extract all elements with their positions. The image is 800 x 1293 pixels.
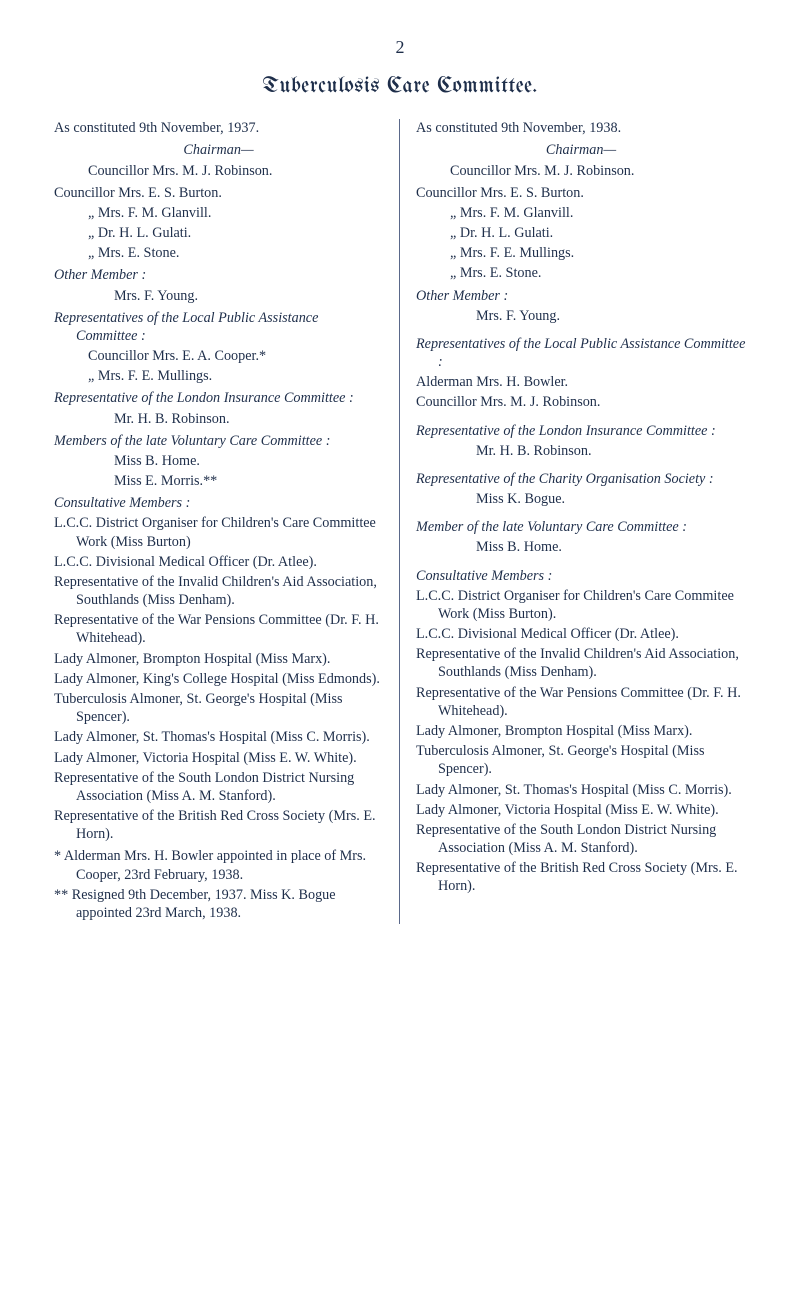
column-right: As constituted 9th November, 1938. Chair… [400,119,746,924]
right-rep-charity-member: Miss K. Bogue. [416,490,746,508]
left-footnote-1: ** Resigned 9th December, 1937. Miss K. … [54,886,383,922]
left-footnote-0: * Alderman Mrs. H. Bowler appointed in p… [54,847,383,883]
right-rep-london-label: Representative of the London Insurance C… [416,422,746,440]
right-consultative-5: Tuberculosis Almoner, St. George's Hospi… [416,742,746,778]
columns-wrapper: As constituted 9th November, 1937. Chair… [54,119,746,924]
right-chairman-label: Chairman— [416,141,746,159]
right-consultative-3: Representative of the War Pensions Commi… [416,684,746,720]
left-consultative-4: Lady Almoner, Brompton Hospital (Miss Ma… [54,650,383,668]
left-councillor-1: „ Mrs. F. M. Glanvill. [54,204,383,222]
left-councillor-0: Councillor Mrs. E. S. Burton. [54,184,383,202]
left-other-member: Mrs. F. Young. [54,287,383,305]
right-consultative-2: Representative of the Invalid Children's… [416,645,746,681]
right-consultative-0: L.C.C. District Organiser for Children's… [416,587,746,623]
page-title: Tuberculosis Care Committee. [54,73,746,101]
right-consultative-8: Representative of the South London Distr… [416,821,746,857]
right-reps-local-0: Alderman Mrs. H. Bowler. [416,373,746,391]
left-reps-local-1: „ Mrs. F. E. Mullings. [54,367,383,385]
left-rep-london-member: Mr. H. B. Robinson. [54,410,383,428]
left-consultative-5: Lady Almoner, King's College Hospital (M… [54,670,383,688]
right-member-late-label: Member of the late Voluntary Care Commit… [416,518,746,536]
right-consultative-1: L.C.C. Divisional Medical Officer (Dr. A… [416,625,746,643]
left-consultative-8: Lady Almoner, Victoria Hospital (Miss E.… [54,749,383,767]
left-councillor-2: „ Dr. H. L. Gulati. [54,224,383,242]
left-consultative-6: Tuberculosis Almoner, St. George's Hospi… [54,690,383,726]
right-councillor-1: „ Mrs. F. M. Glanvill. [416,204,746,222]
right-other-member-label: Other Member : [416,287,746,305]
left-members-late-1: Miss E. Morris.** [54,472,383,490]
right-chairman: Councillor Mrs. M. J. Robinson. [416,162,746,180]
right-councillor-2: „ Dr. H. L. Gulati. [416,224,746,242]
right-reps-local-label: Representatives of the Local Public Assi… [416,335,746,371]
right-reps-local-1: Councillor Mrs. M. J. Robinson. [416,393,746,411]
left-consultative-3: Representative of the War Pensions Commi… [54,611,383,647]
column-left: As constituted 9th November, 1937. Chair… [54,119,400,924]
left-reps-local-label: Representatives of the Local Public Assi… [54,309,383,345]
left-members-late-label: Members of the late Voluntary Care Commi… [54,432,383,450]
left-councillor-3: „ Mrs. E. Stone. [54,244,383,262]
page-number: 2 [54,36,746,59]
left-consultative-2: Representative of the Invalid Children's… [54,573,383,609]
right-councillor-3: „ Mrs. F. E. Mullings. [416,244,746,262]
right-consultative-4: Lady Almoner, Brompton Hospital (Miss Ma… [416,722,746,740]
right-constituted: As constituted 9th November, 1938. [416,119,746,137]
left-chairman-label: Chairman— [54,141,383,159]
right-rep-london-member: Mr. H. B. Robinson. [416,442,746,460]
right-consultative-7: Lady Almoner, Victoria Hospital (Miss E.… [416,801,746,819]
left-consultative-7: Lady Almoner, St. Thomas's Hospital (Mis… [54,728,383,746]
left-reps-local-0: Councillor Mrs. E. A. Cooper.* [54,347,383,365]
left-constituted: As constituted 9th November, 1937. [54,119,383,137]
left-consultative-10: Representative of the British Red Cross … [54,807,383,843]
left-consultative-0: L.C.C. District Organiser for Children's… [54,514,383,550]
left-consultative-9: Representative of the South London Distr… [54,769,383,805]
right-consultative-6: Lady Almoner, St. Thomas's Hospital (Mis… [416,781,746,799]
left-rep-london-label: Representative of the London Insurance C… [54,389,383,407]
left-other-member-label: Other Member : [54,266,383,284]
left-consultative-1: L.C.C. Divisional Medical Officer (Dr. A… [54,553,383,571]
right-consultative-label: Consultative Members : [416,567,746,585]
right-councillor-4: „ Mrs. E. Stone. [416,264,746,282]
right-consultative-9: Representative of the British Red Cross … [416,859,746,895]
left-chairman: Councillor Mrs. M. J. Robinson. [54,162,383,180]
left-members-late-0: Miss B. Home. [54,452,383,470]
right-member-late: Miss B. Home. [416,538,746,556]
right-rep-charity-label: Representative of the Charity Organisati… [416,470,746,488]
right-other-member: Mrs. F. Young. [416,307,746,325]
right-councillor-0: Councillor Mrs. E. S. Burton. [416,184,746,202]
left-consultative-label: Consultative Members : [54,494,383,512]
